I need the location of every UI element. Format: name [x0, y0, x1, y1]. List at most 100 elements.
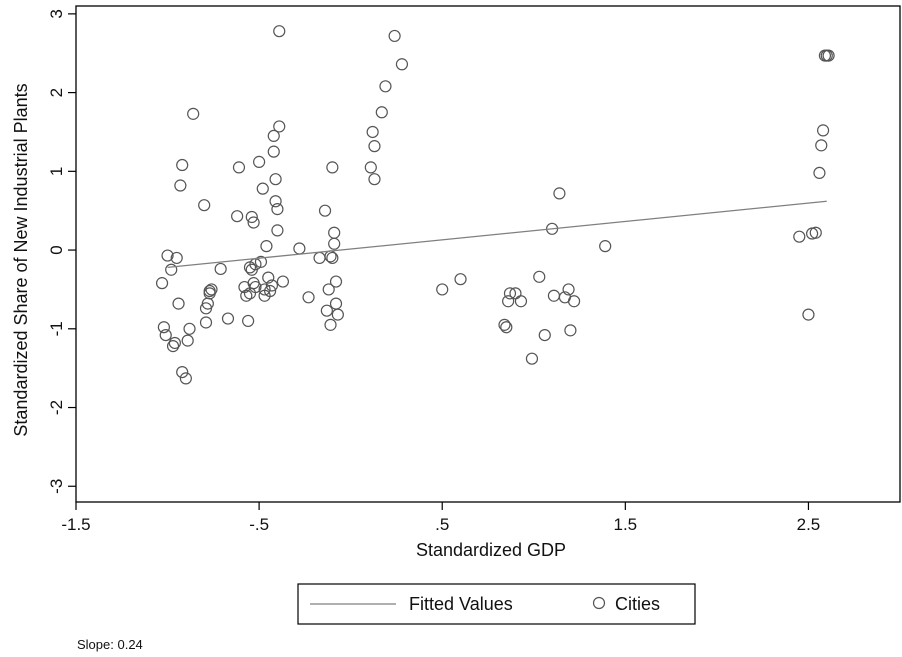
city-point: [240, 289, 253, 302]
city-point: [157, 321, 170, 334]
city-point: [203, 284, 216, 298]
city-point: [454, 273, 467, 286]
city-point: [822, 49, 835, 62]
city-point: [326, 161, 339, 174]
x-tick-label: .5: [435, 515, 449, 534]
city-point: [198, 199, 211, 212]
city-point: [553, 187, 566, 200]
city-point: [267, 129, 280, 143]
city-point: [293, 242, 306, 255]
legend-circle-swatch: [592, 596, 606, 610]
city-point: [159, 328, 172, 342]
city-point: [364, 161, 377, 174]
city-point: [368, 140, 381, 153]
city-point: [533, 270, 546, 283]
city-point: [176, 158, 189, 172]
city-point: [503, 287, 517, 300]
city-point: [262, 271, 275, 284]
city-point: [276, 275, 290, 288]
city-point: [816, 124, 830, 137]
city-point: [205, 283, 218, 296]
city-point: [502, 295, 515, 308]
city-point: [564, 324, 577, 337]
city-point: [183, 322, 196, 335]
city-points: [155, 25, 835, 385]
city-point: [269, 173, 282, 186]
city-point: [328, 226, 341, 239]
city-point: [249, 280, 262, 294]
city-point: [176, 365, 189, 379]
city-point: [514, 295, 528, 308]
city-point: [302, 291, 315, 304]
city-point: [320, 304, 333, 317]
city-point: [245, 210, 258, 224]
city-point: [170, 251, 183, 265]
city-point: [368, 173, 381, 186]
city-point: [500, 321, 513, 334]
city-point: [562, 283, 575, 296]
city-point: [329, 275, 343, 288]
city-point: [331, 308, 344, 321]
city-point: [324, 318, 337, 331]
y-tick-label: 3: [47, 9, 66, 18]
city-point: [256, 182, 269, 195]
city-point: [273, 120, 286, 133]
city-point: [328, 237, 341, 250]
city-point: [436, 283, 449, 296]
city-point: [254, 255, 268, 268]
city-point: [179, 372, 192, 385]
city-point: [313, 251, 326, 265]
city-point: [232, 161, 246, 174]
plot-area: [75, 5, 901, 503]
plot-border: [75, 5, 901, 503]
city-point: [253, 155, 266, 168]
x-tick-label: 1.5: [614, 515, 638, 534]
x-axis: -1.5 -.5 .5 1.5 2.5: [61, 502, 820, 534]
city-point: [172, 297, 185, 310]
city-point: [599, 240, 612, 253]
city-point: [375, 106, 388, 119]
city-point: [379, 80, 392, 93]
city-point: [161, 249, 174, 262]
fitted-line-layer: [167, 200, 827, 269]
city-point: [155, 277, 169, 290]
x-tick-label: 2.5: [797, 515, 821, 534]
legend: Fitted Values Cities: [297, 583, 696, 625]
legend-fitted-values: Fitted Values: [409, 594, 513, 614]
y-axis-title: Standardized Share of New Industrial Pla…: [11, 83, 31, 436]
city-point: [498, 318, 511, 331]
city-point: [271, 224, 284, 237]
city-point: [221, 312, 235, 325]
city-point: [273, 25, 286, 38]
city-point: [809, 226, 822, 239]
legend-cities: Cities: [615, 594, 660, 614]
city-point: [265, 279, 279, 292]
city-point: [231, 210, 244, 223]
y-axis: -3 -2 -1 0 1 2 3: [47, 9, 76, 494]
city-point: [269, 195, 282, 208]
x-tick-label: -1.5: [61, 515, 90, 534]
city-point: [366, 125, 379, 139]
city-point: [329, 297, 343, 310]
x-tick-label: -.5: [249, 515, 269, 534]
city-point: [388, 29, 401, 43]
y-tick-label: -3: [47, 479, 66, 494]
city-point: [525, 352, 539, 365]
y-tick-label: 1: [47, 167, 66, 176]
city-point: [166, 340, 180, 353]
city-point: [214, 262, 227, 276]
city-point: [322, 283, 335, 296]
slope-annotation: Slope: 0.24: [77, 637, 143, 652]
city-point: [802, 308, 815, 321]
city-point: [174, 179, 187, 192]
city-point: [258, 283, 271, 296]
city-point: [538, 328, 551, 342]
city-point: [547, 289, 561, 302]
city-point: [567, 295, 581, 308]
city-point: [267, 145, 280, 158]
city-point: [199, 316, 213, 329]
city-point: [395, 58, 409, 71]
x-axis-title: Standardized GDP: [416, 540, 566, 560]
y-tick-label: 2: [47, 88, 66, 97]
